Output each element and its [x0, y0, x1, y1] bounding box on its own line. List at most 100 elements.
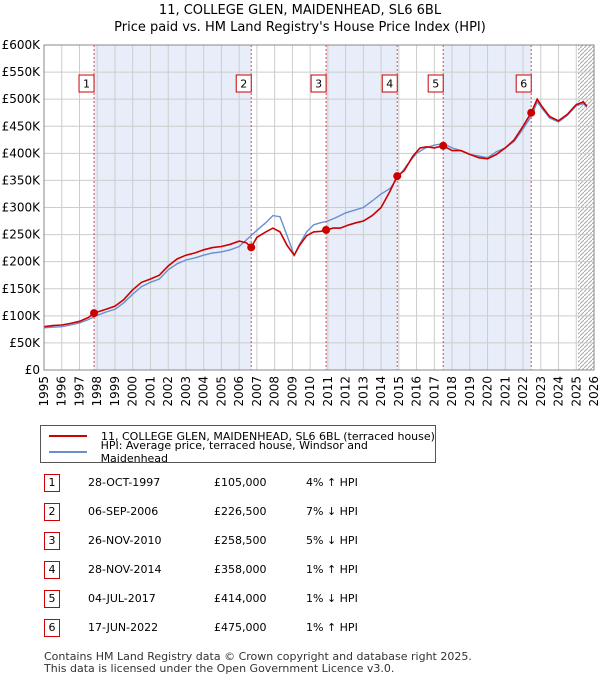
x-tick-label: 2006: [232, 376, 246, 407]
transaction-price: £105,000: [214, 476, 267, 489]
legend-item-price: 11, COLLEGE GLEN, MAIDENHEAD, SL6 6BL (t…: [49, 428, 435, 444]
x-tick-label: 1998: [90, 376, 104, 407]
legend-swatch-price: [49, 435, 87, 437]
transaction-hpi-diff: 5% ↓ HPI: [306, 534, 358, 547]
x-tick-label: 1999: [108, 376, 122, 407]
sale-box-4: [381, 74, 398, 93]
sale-box-label-5: 5: [432, 78, 439, 91]
transaction-hpi-diff: 1% ↑ HPI: [306, 621, 358, 634]
chart-title: 11, COLLEGE GLEN, MAIDENHEAD, SL6 6BL Pr…: [0, 2, 600, 36]
sale-box-label-6: 6: [520, 78, 527, 91]
sale-box-5: [427, 74, 444, 93]
sale-marker-5: [439, 141, 448, 150]
x-tick-label: 2013: [356, 376, 370, 407]
x-tick-label: 2022: [516, 376, 530, 407]
x-tick-label: 2012: [339, 376, 353, 407]
x-tick-label: 2003: [179, 376, 193, 407]
x-tick-label: 2018: [445, 376, 459, 407]
transaction-hpi-diff: 1% ↓ HPI: [306, 592, 358, 605]
transaction-number: 3: [44, 532, 60, 550]
sale-box-6: [515, 74, 532, 93]
x-tick-label: 2004: [197, 376, 211, 407]
x-tick-label: 2000: [126, 376, 140, 407]
y-tick-label: £550K: [2, 65, 42, 79]
x-tick-label: 1995: [37, 376, 51, 407]
sale-marker-3: [322, 225, 331, 234]
transaction-date: 17-JUN-2022: [88, 621, 159, 634]
footer-line-1: Contains HM Land Registry data © Crown c…: [44, 650, 472, 663]
x-tick-label: 2009: [285, 376, 299, 407]
x-tick-label: 2015: [392, 376, 406, 407]
y-tick-label: £100K: [2, 309, 42, 323]
x-tick-label: 2026: [587, 376, 600, 407]
y-tick-label: £600K: [2, 38, 42, 52]
y-tick-label: £150K: [2, 282, 42, 296]
y-tick-label: £450K: [2, 119, 42, 133]
transaction-number: 1: [44, 474, 60, 492]
sale-marker-2: [247, 243, 256, 252]
transaction-date: 06-SEP-2006: [88, 505, 159, 518]
price-paid-line: [43, 97, 588, 328]
x-tick-label: 2011: [321, 376, 335, 407]
x-tick-label: 2010: [303, 376, 317, 407]
y-tick-label: £0: [25, 363, 40, 377]
x-tick-label: 2023: [534, 376, 548, 407]
x-tick-label: 2021: [498, 376, 512, 407]
plot-border: [43, 44, 595, 371]
x-tick-label: 2001: [143, 376, 157, 407]
x-tick-label: 2024: [552, 376, 566, 407]
transaction-price: £358,000: [214, 563, 267, 576]
sale-box-3: [310, 74, 327, 93]
sale-box-2: [235, 74, 252, 93]
transaction-number: 5: [44, 590, 60, 608]
transaction-date: 26-NOV-2010: [88, 534, 162, 547]
sale-box-label-2: 2: [240, 78, 247, 91]
title-line-2: Price paid vs. HM Land Registry's House …: [114, 20, 486, 35]
legend-swatch-hpi: [49, 451, 87, 453]
x-tick-label: 2002: [161, 376, 175, 407]
x-tick-label: 2016: [410, 376, 424, 407]
y-tick-label: £250K: [2, 228, 42, 242]
x-tick-label: 2014: [374, 376, 388, 407]
legend: 11, COLLEGE GLEN, MAIDENHEAD, SL6 6BL (t…: [40, 425, 436, 465]
y-tick-label: £400K: [2, 146, 42, 160]
footer-line-2: This data is licensed under the Open Gov…: [44, 662, 395, 675]
title-line-1: 11, COLLEGE GLEN, MAIDENHEAD, SL6 6BL: [158, 3, 442, 18]
x-tick-label: 2025: [569, 376, 583, 407]
transaction-hpi-diff: 7% ↓ HPI: [306, 505, 358, 518]
transaction-number: 4: [44, 561, 60, 579]
transaction-date: 28-NOV-2014: [88, 563, 162, 576]
footer: Contains HM Land Registry data © Crown c…: [44, 651, 472, 675]
x-tick-label: 2020: [481, 376, 495, 407]
transaction-price: £258,500: [214, 534, 267, 547]
transaction-price: £475,000: [214, 621, 267, 634]
sale-marker-6: [527, 108, 536, 117]
x-tick-label: 2005: [214, 376, 228, 407]
y-tick-label: £500K: [2, 92, 42, 106]
sale-box-label-4: 4: [386, 78, 393, 91]
y-tick-label: £300K: [2, 201, 42, 215]
x-tick-label: 2008: [268, 376, 282, 407]
sale-marker-1: [90, 309, 99, 318]
sale-box-1: [78, 74, 95, 93]
transaction-date: 04-JUL-2017: [88, 592, 156, 605]
x-tick-label: 2019: [463, 376, 477, 407]
transaction-number: 2: [44, 503, 60, 521]
legend-label-price: 11, COLLEGE GLEN, MAIDENHEAD, SL6 6BL (t…: [101, 429, 435, 443]
transaction-date: 28-OCT-1997: [88, 476, 161, 489]
transaction-hpi-diff: 1% ↑ HPI: [306, 563, 358, 576]
y-tick-label: £50K: [9, 336, 41, 350]
price-chart: 1 2 3 4 5 6 £0 £50K £100K £150K £200K £250K £300K £3…: [2, 38, 600, 407]
x-tick-label: 1996: [55, 376, 69, 407]
x-tick-label: 2007: [250, 376, 264, 407]
y-tick-label: £200K: [2, 255, 42, 269]
x-tick-label: 1997: [72, 376, 86, 407]
transaction-number: 6: [44, 619, 60, 637]
legend-item-hpi: HPI: Average price, terraced house, Wind…: [49, 439, 435, 465]
legend-label-hpi: HPI: Average price, terraced house, Wind…: [100, 439, 368, 465]
sale-marker-4: [393, 172, 402, 181]
transaction-price: £226,500: [214, 505, 267, 518]
transaction-price: £414,000: [214, 592, 267, 605]
sale-box-label-3: 3: [315, 78, 322, 91]
y-tick-label: £350K: [2, 173, 42, 187]
